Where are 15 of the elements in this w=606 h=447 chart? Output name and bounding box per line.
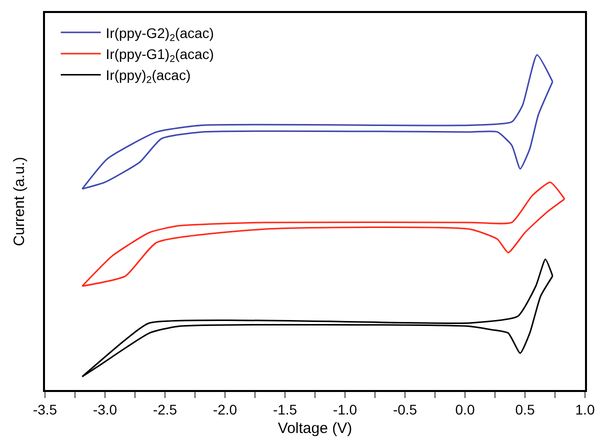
legend-label: Ir(ppy)$_{2}$(acac) (106, 67, 191, 86)
x-tick-label: -1.0 (332, 402, 358, 418)
x-axis-title: Voltage (V) (278, 420, 352, 438)
x-tick-label: -3.0 (92, 402, 118, 418)
x-tick-label: -0.5 (392, 402, 418, 418)
x-tick-label: -3.5 (32, 402, 58, 418)
legend-label: Ir(ppy-G2)$_{2}$(acac) (106, 24, 214, 44)
x-tick-label: 0.0 (455, 402, 475, 418)
x-tick-label: -2.5 (152, 402, 178, 418)
x-tick-label: 1.0 (575, 402, 595, 418)
legend-label: Ir(ppy-G1)$_{2}$(acac) (106, 46, 214, 65)
y-axis-title: Current (a.u.) (11, 156, 28, 246)
x-tick-label: 0.5 (515, 402, 535, 418)
x-tick-label: -1.5 (272, 402, 298, 418)
x-tick-label: -2.0 (212, 402, 238, 418)
